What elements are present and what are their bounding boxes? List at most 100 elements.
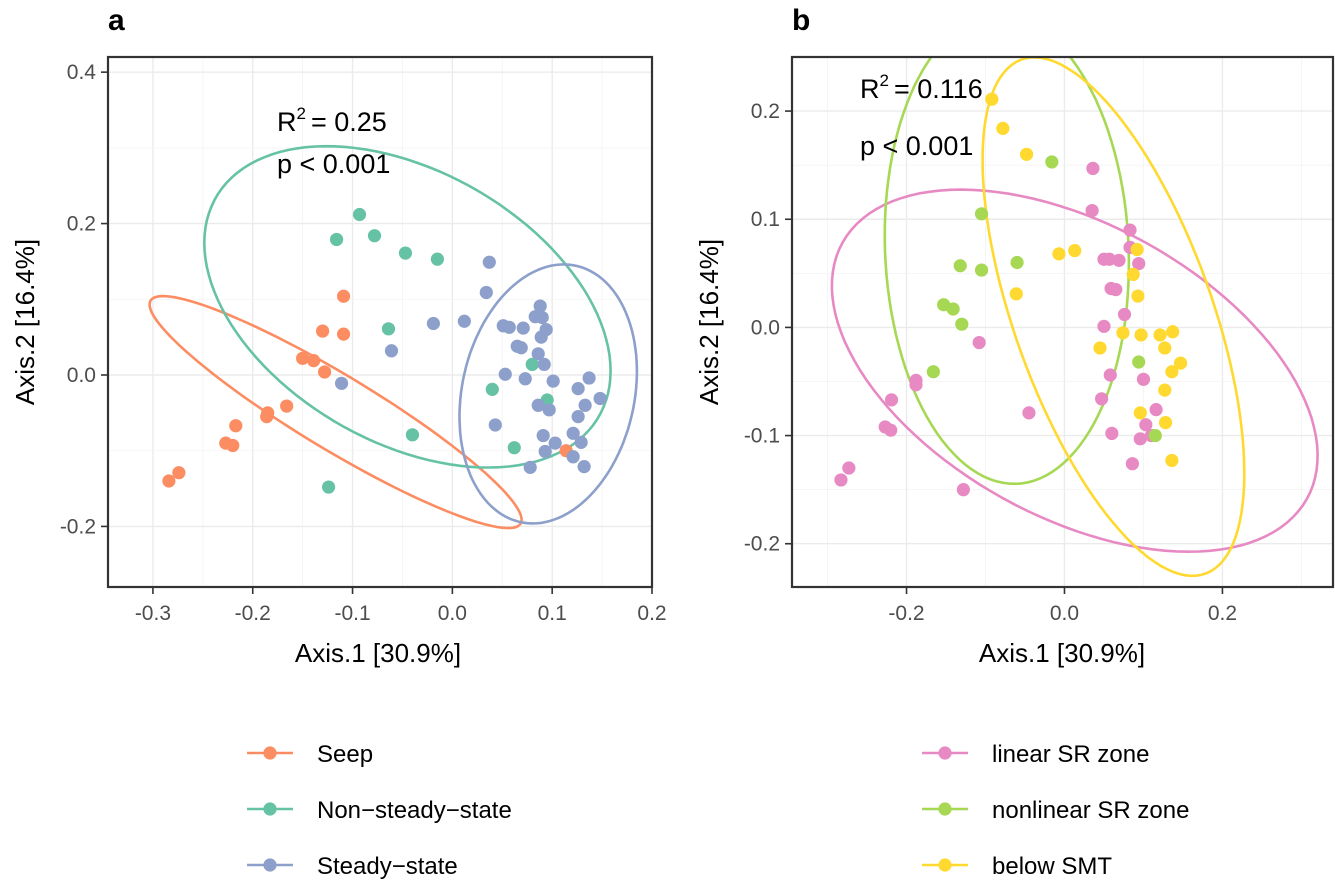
point-below-smt	[1158, 341, 1172, 355]
point-non-steady-state	[405, 428, 420, 442]
legend-b: linear SR zone nonlinear SR zone below SMT	[922, 741, 1189, 880]
point-steady-state	[571, 410, 585, 424]
point-linear-sr-zone	[1136, 372, 1151, 386]
point-steady-state	[571, 382, 585, 396]
point-nonlinear-sr-zone	[1148, 428, 1162, 443]
ellipse-below-smt	[981, 57, 1246, 578]
ellipses	[148, 144, 639, 530]
legend-item-non-steady-state: Non−steady−state	[247, 797, 512, 824]
point-steady-state	[536, 428, 550, 443]
point-linear-sr-zone	[1139, 418, 1153, 432]
point-seep	[316, 324, 330, 338]
legend-label: Non−steady−state	[317, 797, 512, 824]
point-below-smt	[1068, 244, 1082, 258]
legend-item-seep: Seep	[247, 741, 373, 768]
points	[834, 92, 1188, 497]
point-seep	[162, 474, 176, 488]
point-steady-state	[384, 344, 399, 358]
point-linear-sr-zone	[1133, 432, 1147, 446]
point-steady-state	[535, 310, 549, 325]
point-steady-state	[566, 426, 580, 440]
point-linear-sr-zone	[1132, 256, 1146, 271]
point-linear-sr-zone	[1103, 368, 1117, 382]
point-below-smt	[1130, 242, 1144, 257]
point-below-smt	[1126, 267, 1140, 282]
point-non-steady-state	[507, 441, 521, 455]
point-below-smt	[1019, 147, 1034, 161]
point-nonlinear-sr-zone	[974, 263, 989, 277]
point-seep	[318, 365, 332, 379]
point-below-smt	[985, 92, 999, 106]
point-seep	[280, 399, 294, 413]
point-linear-sr-zone	[972, 335, 986, 350]
panel-a-letter: a	[108, 4, 125, 37]
point-steady-state	[542, 403, 556, 417]
y-axis-title: Axis.2 [16.4%]	[10, 239, 40, 405]
x-tick-label: 0.0	[1050, 602, 1079, 625]
y-axis-title: Axis.2 [16.4%]	[694, 239, 724, 405]
legend-a: Seep Non−steady−state Steady−state	[247, 741, 512, 880]
legend-item-linear-sr-zone: linear SR zone	[922, 741, 1149, 768]
point-steady-state	[546, 374, 560, 388]
legend-key-point	[263, 858, 277, 872]
plot-frame	[790, 55, 1335, 589]
legend-key-point	[938, 746, 952, 760]
point-nonlinear-sr-zone	[926, 365, 940, 379]
y-tick-label: 0.2	[751, 100, 780, 123]
legend-key-point	[263, 802, 277, 816]
legend-item-steady-state: Steady−state	[247, 853, 458, 880]
plot-frame	[106, 55, 654, 589]
point-non-steady-state	[381, 322, 396, 336]
x-tick-label: 0.0	[438, 602, 467, 625]
point-below-smt	[996, 121, 1010, 135]
point-seep	[307, 354, 321, 368]
point-steady-state	[533, 299, 547, 313]
x-tick-label: -0.1	[334, 602, 370, 625]
x-tick-label: 0.2	[637, 602, 666, 625]
point-seep	[336, 289, 351, 303]
point-below-smt	[1133, 406, 1147, 420]
point-nonlinear-sr-zone	[1132, 355, 1146, 369]
point-steady-state	[577, 460, 591, 474]
point-steady-state	[518, 372, 532, 386]
point-below-smt	[1134, 328, 1148, 342]
panel-a-plot: -0.3 -0.2 -0.1 0.0 0.1 0.2 -0.2 0.0 0.2 0.4 Axis.1…	[10, 55, 667, 668]
point-steady-state	[578, 398, 592, 412]
point-steady-state	[537, 357, 551, 371]
point-linear-sr-zone	[909, 378, 923, 392]
point-steady-state	[523, 460, 537, 474]
point-below-smt	[1052, 247, 1066, 261]
point-linear-sr-zone	[842, 461, 856, 475]
point-below-smt	[1166, 325, 1180, 339]
point-linear-sr-zone	[1085, 203, 1099, 218]
point-nonlinear-sr-zone	[953, 259, 967, 273]
y-tick-label: 0.2	[67, 213, 96, 236]
point-linear-sr-zone	[1097, 319, 1111, 333]
p-value-annotation: p < 0.001	[860, 131, 973, 161]
point-non-steady-state	[525, 357, 539, 371]
point-linear-sr-zone	[1125, 457, 1139, 471]
point-below-smt	[1153, 328, 1167, 342]
ellipse-nonlinear-sr-zone	[883, 57, 1131, 486]
point-steady-state	[531, 398, 545, 412]
point-seep	[260, 410, 274, 424]
point-below-smt	[1158, 415, 1173, 430]
ellipse-linear-sr-zone	[830, 188, 1319, 554]
point-seep	[336, 327, 351, 341]
point-below-smt	[1173, 356, 1188, 370]
point-linear-sr-zone	[1086, 161, 1100, 176]
y-tick-label: -0.2	[744, 533, 780, 556]
x-tick-label: -0.3	[135, 602, 171, 625]
y-tick-label: -0.1	[744, 425, 780, 448]
point-steady-state	[516, 321, 530, 335]
point-linear-sr-zone	[884, 423, 898, 437]
p-value-annotation: p < 0.001	[277, 149, 390, 179]
point-linear-sr-zone	[1123, 223, 1137, 237]
point-linear-sr-zone	[1109, 282, 1123, 297]
point-linear-sr-zone	[1117, 307, 1132, 322]
legend-label: linear SR zone	[992, 741, 1149, 768]
x-tick-label: -0.2	[888, 602, 924, 625]
point-steady-state	[482, 255, 496, 269]
point-nonlinear-sr-zone	[955, 317, 969, 331]
